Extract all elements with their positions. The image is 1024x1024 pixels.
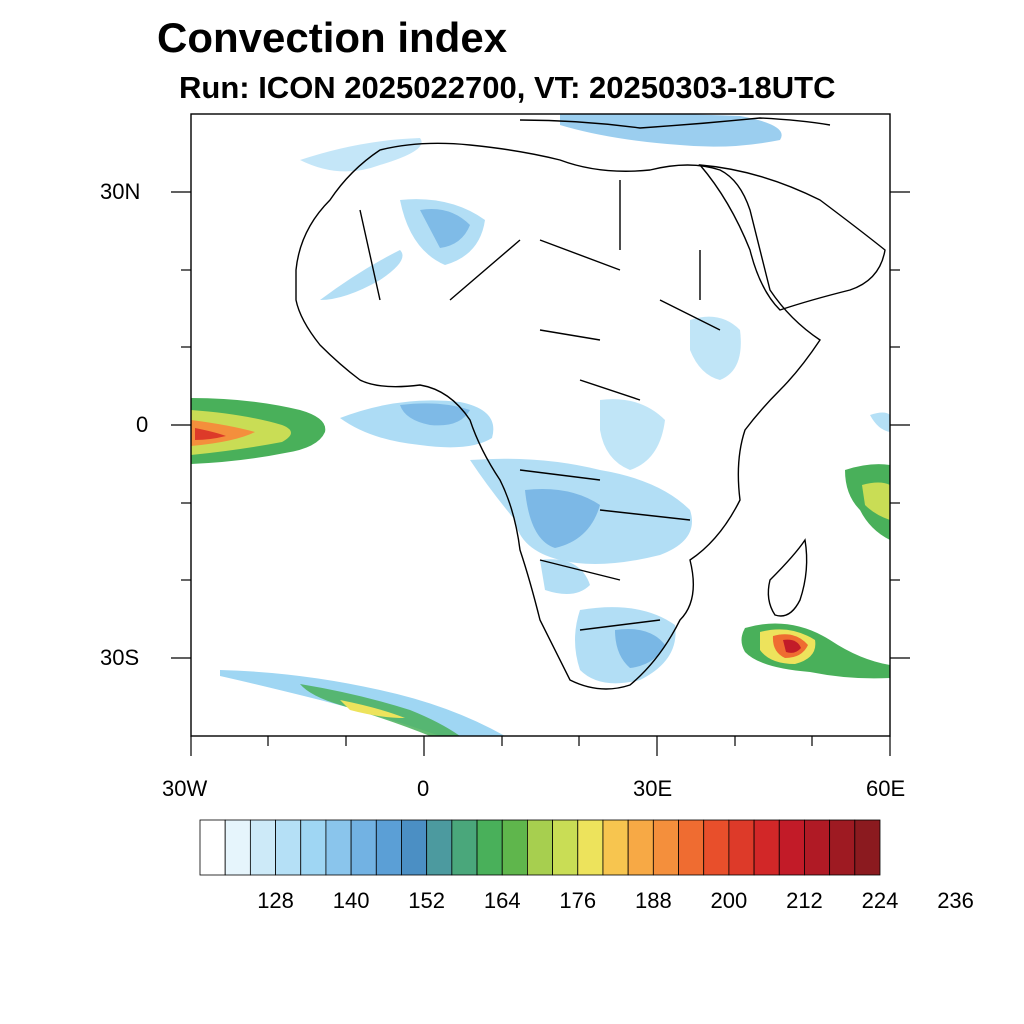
colorbar-cell [275, 819, 302, 876]
field-south-africa-core [615, 629, 665, 668]
coastlines [295, 117, 886, 690]
colorbar-cell [829, 819, 856, 876]
colorbar-cell [300, 819, 327, 876]
colorbar-cell [325, 819, 352, 876]
colorbar-tick-label: 200 [710, 888, 748, 913]
field-south-atlantic-high [340, 700, 405, 718]
lon-label-60e: 60E [866, 776, 906, 801]
colorbar-tick-label: 152 [408, 888, 446, 913]
colorbar-cells [199, 819, 881, 876]
field-maghreb [300, 138, 422, 172]
colorbar-cell [728, 819, 755, 876]
colorbar-cell [753, 819, 780, 876]
lon-label-30w: 30W [162, 776, 208, 801]
field-indian-ocean-north [870, 412, 890, 432]
colorbar-cell [401, 819, 428, 876]
colorbar-cell [602, 819, 629, 876]
arabia-coastline [698, 164, 886, 311]
colorbar-cell [375, 819, 402, 876]
lon-label-0: 0 [417, 776, 430, 801]
colorbar-tick-label: 224 [861, 888, 899, 913]
field-ethiopia [690, 316, 741, 380]
colorbar-cell [854, 819, 881, 876]
colorbar-cell [577, 819, 604, 876]
colorbar-tick-label: 140 [332, 888, 370, 913]
lat-label-30s: 30S [100, 645, 140, 670]
colorbar-tick-label: 212 [786, 888, 823, 913]
mediterranean-north-coast [519, 117, 831, 129]
colorbar-cell [552, 819, 579, 876]
field-angola-core [525, 489, 600, 548]
colorbar-tick-label: 188 [634, 888, 672, 913]
convection-fields [191, 114, 890, 736]
map-ticks [171, 191, 910, 756]
colorbar-cell [627, 819, 654, 876]
field-atlantic-peak [195, 428, 226, 440]
colorbar-cell [804, 819, 831, 876]
colorbar-cell [249, 819, 276, 876]
cyclone-core [783, 639, 801, 653]
colorbar-cell [451, 819, 478, 876]
field-guinea-core [400, 403, 470, 426]
madagascar-coastline [767, 538, 808, 617]
field-atlantic-high [191, 420, 255, 446]
colorbar-cell [678, 819, 705, 876]
colorbar-cell [199, 819, 226, 876]
lon-label-30e: 30E [633, 776, 673, 801]
colorbar-cell [501, 819, 528, 876]
field-sahara-band [320, 250, 403, 300]
colorbar-cell [652, 819, 679, 876]
colorbar-tick-label: 164 [483, 888, 521, 913]
field-namibia [540, 559, 590, 594]
field-mediterranean [560, 114, 782, 147]
map-title: Convection index [157, 14, 508, 61]
colorbar-cell [350, 819, 377, 876]
field-indian-ocean-core [862, 482, 890, 520]
map-subtitle: Run: ICON 2025022700, VT: 20250303-18UTC [179, 70, 836, 105]
africa-coastline [295, 142, 821, 690]
field-central [600, 399, 665, 470]
lat-label-0: 0 [136, 412, 149, 437]
colorbar-cell [224, 819, 251, 876]
country-borders [359, 180, 721, 631]
colorbar-cell [527, 819, 553, 876]
lat-label-30n: 30N [100, 179, 141, 204]
colorbar-cell [476, 819, 503, 876]
colorbar-tick-label: 176 [559, 888, 597, 913]
colorbar-cell [703, 819, 730, 876]
colorbar-tick-label: 128 [257, 888, 294, 913]
field-sahara-core [420, 209, 470, 248]
colorbar-cell [426, 819, 453, 876]
colorbar-cell [778, 819, 805, 876]
colorbar-tick-label: 236 [937, 888, 974, 913]
